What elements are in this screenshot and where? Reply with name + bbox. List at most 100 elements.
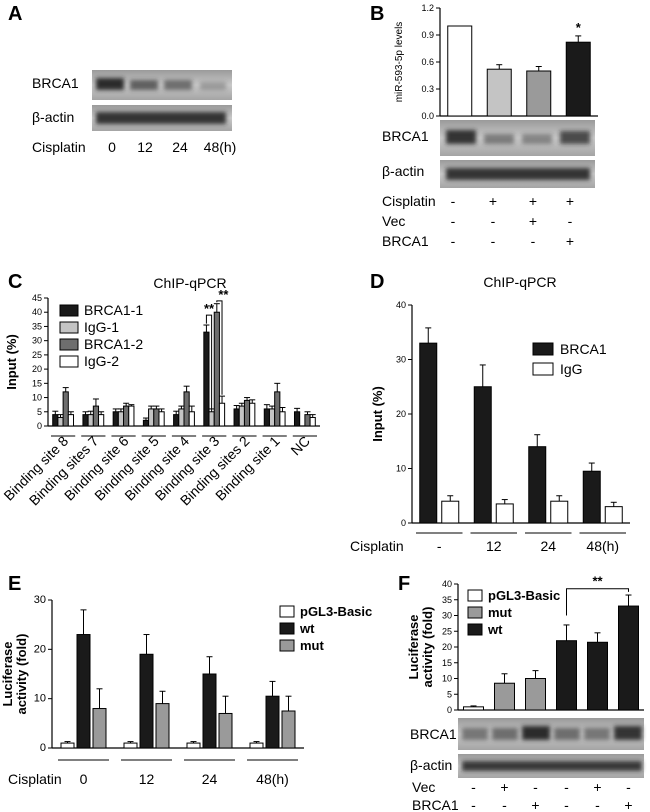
panel-c-legend-label: BRCA1-2 [84,336,143,352]
panel-a-band-actin [96,112,226,124]
panel-b-condition-sign: + [566,233,574,249]
panel-c-y-tick-label: 40 [32,307,42,317]
panel-d-category-label: 12 [486,538,502,554]
panel-b-bar [565,41,591,117]
panel-e-bar [202,673,217,749]
panel-c-significance: ** [218,287,229,302]
panel-f-condition-sign: - [564,779,569,795]
panel-b-condition-sign: - [491,213,496,229]
panel-d-legend-swatch [532,362,554,376]
panel-a-treatment-label: Cisplatin [32,139,86,155]
panel-f-bar [618,605,639,711]
panel-c-y-tick-label: 20 [32,364,42,374]
panel-f-label: F [398,573,410,595]
panel-d-legend-label: BRCA1 [560,341,607,357]
panel-f-y-tick-label: 30 [442,611,452,621]
panel-b-chart: 0.0 0.3 0.6 0.9 1.2 miR-593-5p levels * [394,3,598,121]
panel-e-label: E [8,573,21,595]
panel-e-y-axis-label: activity (fold) [14,634,29,715]
panel-c-bar [128,405,135,427]
panel-f-bar [525,678,546,711]
panel-f-condition-sign: - [564,797,569,812]
panel-e-bar [60,742,75,749]
panel-b-blot-row-1-label: BRCA1 [382,128,429,144]
panel-c-bar [82,414,89,427]
panel-c-bar [238,405,245,427]
panel-b-condition-sign: - [491,233,496,249]
panel-e-bar [249,742,264,749]
panel-f-chart: 0 5 10 15 20 25 30 35 40 Luciferase activity (fold… [406,574,644,715]
panel-f-band-brca1-1 [462,728,488,740]
panel-f-condition-sign: - [533,779,538,795]
panel-a-band-brca1-3 [164,80,192,90]
panel-b-condition-sign: + [489,193,497,209]
panel-f-band-brca1-6 [614,726,642,740]
panel-e-legend-label: wt [299,621,315,636]
panel-a-lane-2: 12 [137,139,153,155]
panel-c-bar [148,408,155,427]
panel-f-condition-sign: - [626,779,631,795]
panel-c-bar [263,408,270,427]
panel-f-y-tick-label: 15 [442,658,452,668]
panel-b-condition-sign: - [451,233,456,249]
panel-f-legend-swatch [467,623,483,636]
panel-b-condition-label: Vec [382,213,405,229]
panel-f-y-tick-label: 0 [447,705,452,715]
panel-d-bar [473,386,492,524]
panel-e-category-label: 0 [80,771,88,787]
panel-f-condition-sign: + [624,797,632,812]
panel-e-bar [186,742,201,749]
panel-d-bar [441,500,460,524]
panel-b-blot-row-2-label: β-actin [382,163,424,179]
panel-e-legend-swatch [279,622,295,635]
panel-c-bar [173,414,180,427]
panel-e-y-tick-label: 10 [34,693,46,705]
panel-f-conditions: Vec - + - - + -BRCA1- - + - - + [412,779,633,812]
panel-c-significance-bracket [216,300,223,395]
panel-d-y-tick-label: 30 [396,355,406,365]
panel-d-y-axis-label: Input (%) [370,386,385,442]
panel-c-legend-label: IgG-2 [84,353,119,369]
panel-e-bar [218,712,233,749]
panel-d-legend-swatch [532,342,554,356]
panel-e-category-label: 48(h) [256,771,289,787]
panel-f-legend-label: pGL3-Basic [488,588,560,603]
panel-c-bar [268,408,276,427]
panel-a-blot-row-1-label: BRCA1 [32,75,79,91]
panel-f-blot-row-2-label: β-actin [410,757,452,773]
panel-d-y-tick-label: 40 [396,300,406,310]
panel-c-bar [218,402,226,427]
panel-b-condition-label: BRCA1 [382,233,429,249]
panel-d-y-tick-label: 10 [396,464,406,474]
panel-e-bar [123,742,138,749]
panel-b-label: B [370,3,384,25]
panel-d-bar [604,506,623,524]
panel-e-chart: 0 10 20 30 Luciferase activity (fold) 0 12 24 48(… [0,594,372,787]
panel-d-label: D [370,271,384,293]
panel-c-bar [52,414,59,427]
panel-e-bar [155,703,170,749]
panel-c-significance-bracket [205,314,213,409]
panel-c-y-tick-label: 15 [32,378,42,388]
panel-f-band-actin [462,761,642,771]
panel-b-y-tick-label: 1.2 [421,3,434,13]
panel-d-title: ChIP-qPCR [483,274,556,290]
panel-c-bar [274,391,281,427]
panel-e-legend-label: mut [300,638,325,653]
panel-f-blot-brca1-strip [458,718,644,750]
panel-c-bar [142,419,150,427]
panel-f-y-tick-label: 40 [442,579,452,589]
panel-f-condition-sign: + [531,797,539,812]
panel-b-y-tick-label: 0.3 [421,84,434,94]
panel-e-legend-swatch [279,605,295,618]
panel-b-bar [526,70,552,117]
panel-e-bar [76,634,91,749]
panel-b-bar [447,25,473,117]
panel-c-bar [304,414,311,427]
panel-e-treatment-label: Cisplatin [8,771,62,787]
panel-c-title: ChIP-qPCR [153,275,226,291]
panel-f-y-tick-label: 10 [442,674,452,684]
panel-c-bar [188,411,195,427]
panel-f-legend-label: mut [488,605,513,620]
panel-d-legend-label: IgG [560,361,583,377]
